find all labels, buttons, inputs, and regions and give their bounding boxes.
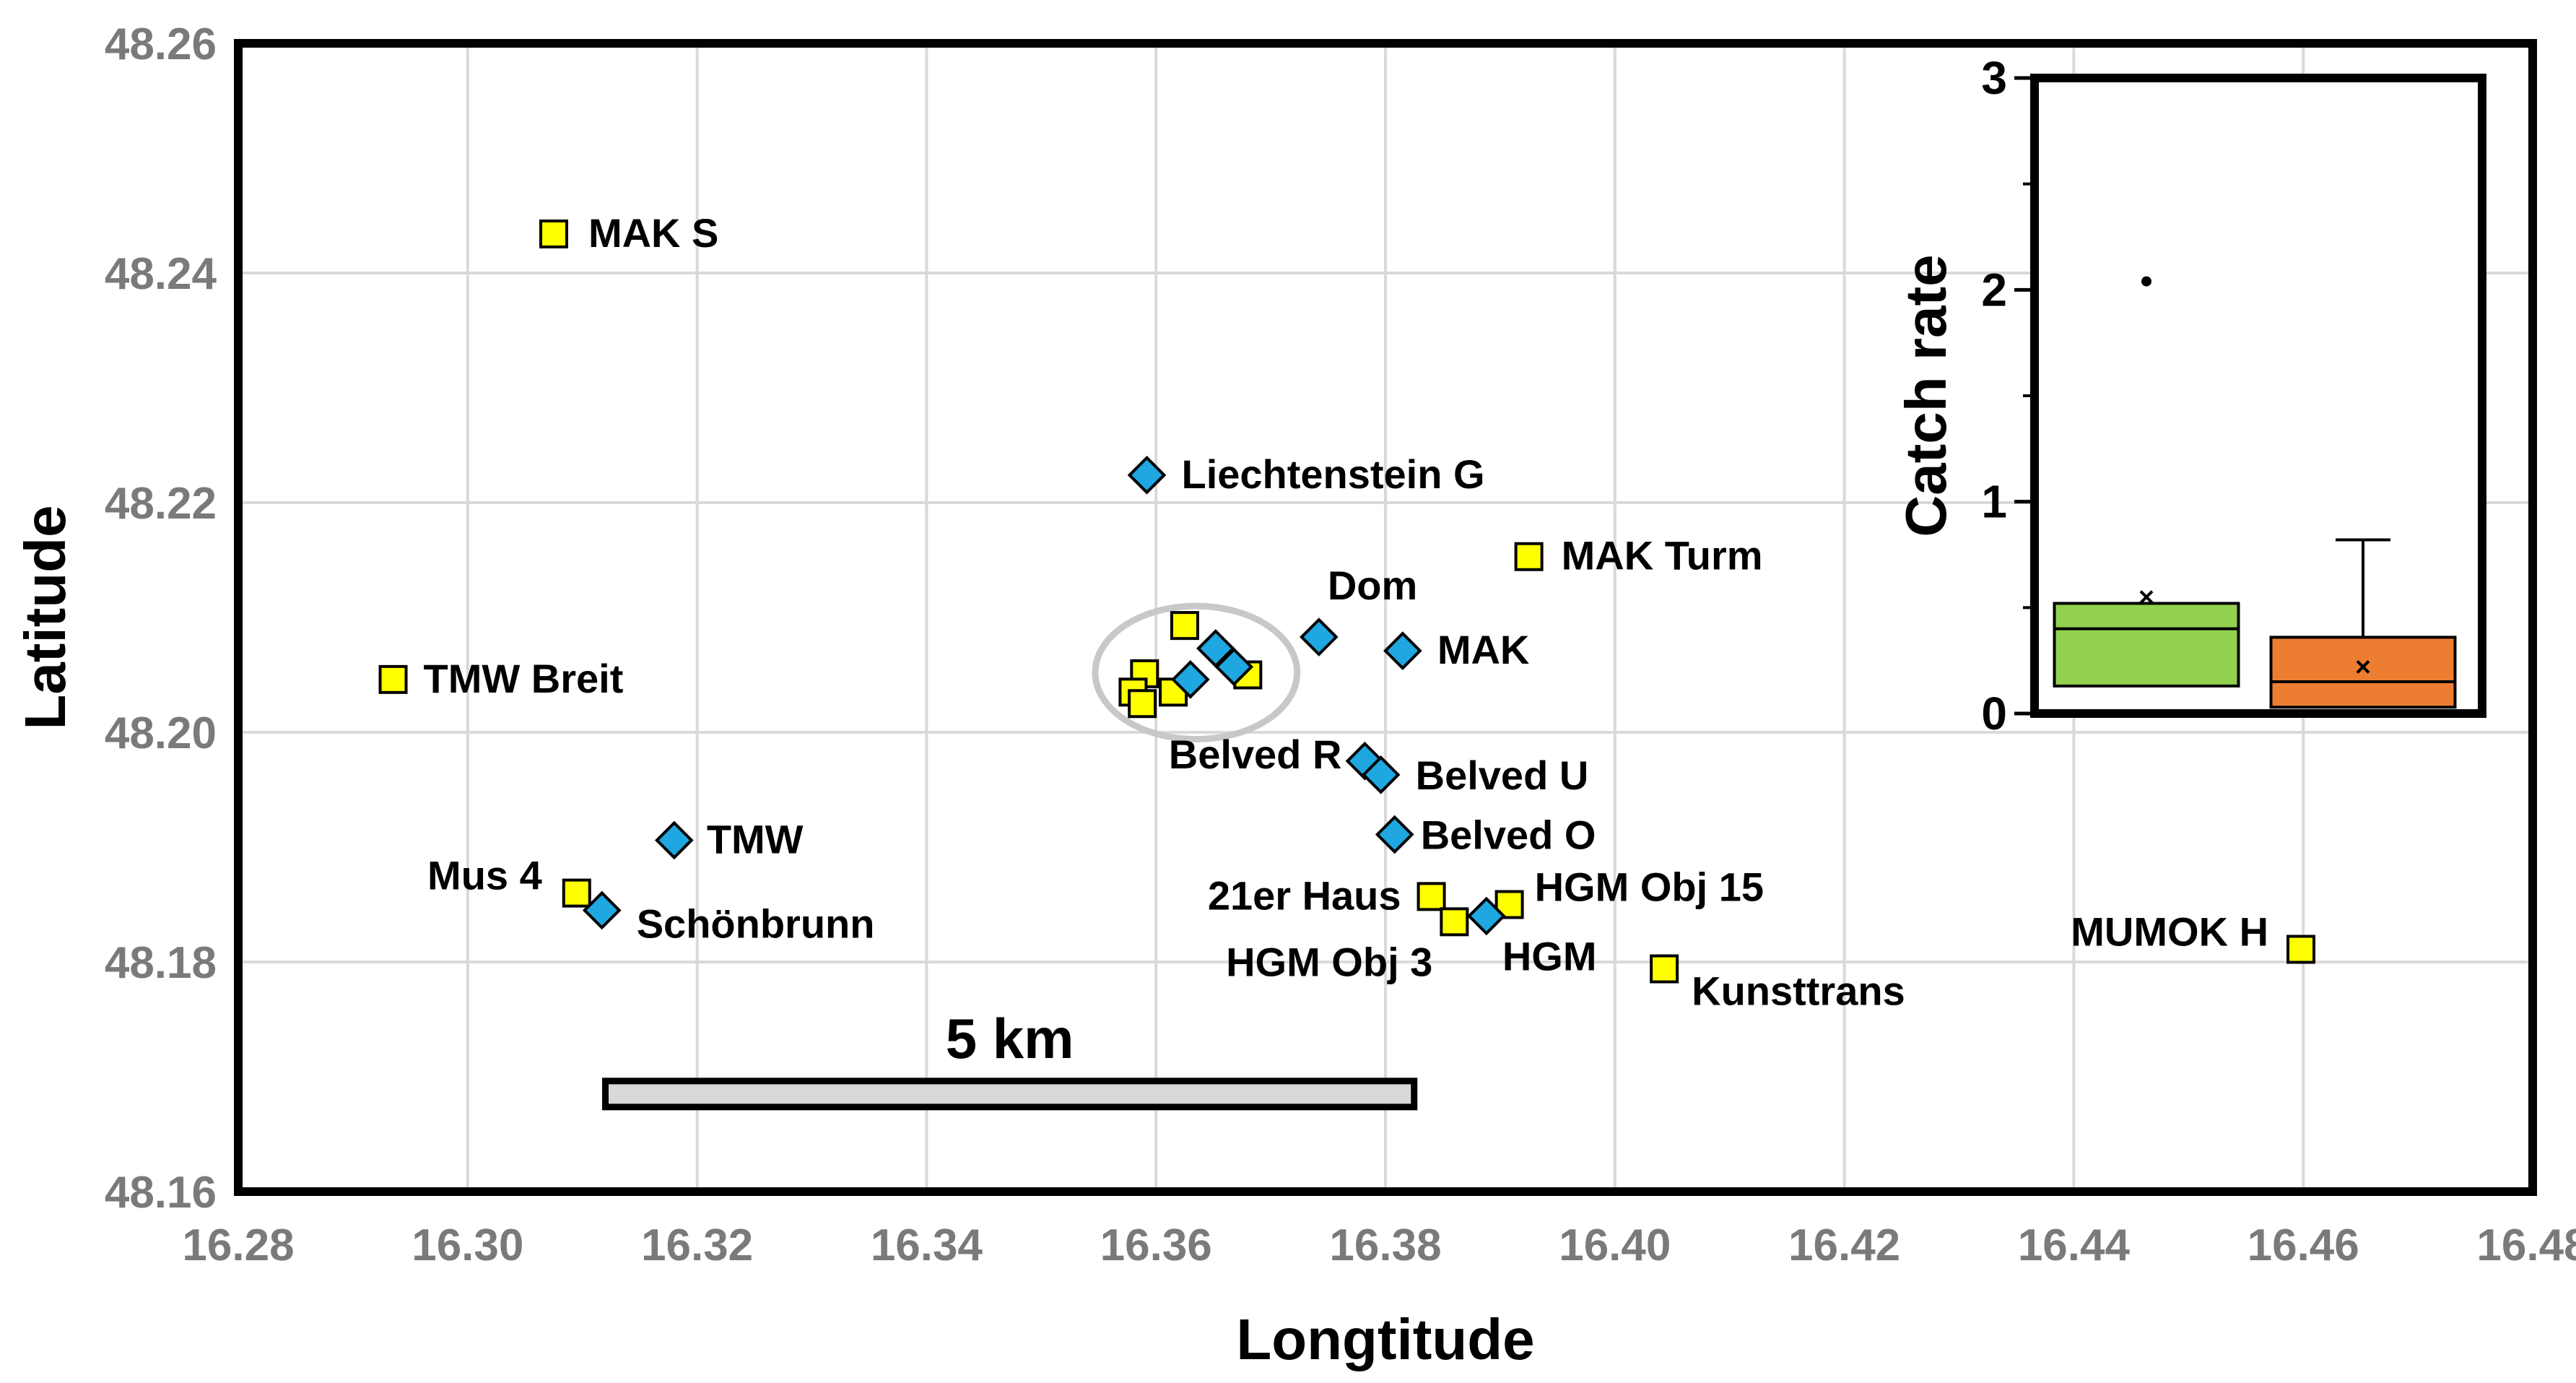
y-tick-label: 48.16 [105, 1168, 217, 1218]
y-tick-label: 48.20 [105, 708, 217, 758]
annotations: 5 km [601, 602, 1418, 1111]
blue-diamond-point [1383, 631, 1422, 670]
point-label: HGM [1502, 933, 1597, 979]
point-labels: MAK S TMW Breit MAK Turm Mus 4 21er Haus HGM … [424, 210, 2269, 1014]
inset-y-axis-label: Catch rate [1894, 254, 1958, 537]
outlier-point [2141, 276, 2151, 287]
point-label: Mus 4 [427, 853, 542, 898]
scale-bar [601, 1078, 1418, 1111]
x-axis-label: Longtitude [1236, 1307, 1534, 1371]
yellow-square-point [1514, 542, 1544, 571]
x-tick-label: 16.30 [412, 1221, 523, 1270]
yellow-square-point [378, 664, 408, 694]
point-label: HGM Obj 3 [1226, 939, 1432, 984]
blue-diamond-point [1127, 456, 1167, 495]
point-label: Liechtenstein G [1181, 451, 1484, 497]
x-tick-labels: 16.28 16.30 16.32 16.34 16.36 16.38 16.40 16.42… [182, 1221, 2576, 1270]
yellow-square-point [562, 878, 591, 908]
blue-diamond-point [1171, 660, 1210, 699]
point-label: Belved R [1169, 732, 1342, 777]
blue-diamond-point [1375, 815, 1414, 854]
yellow-square-point [2286, 935, 2316, 964]
yellow-square-point [1170, 611, 1199, 641]
yellow-square-point [1440, 907, 1469, 937]
x-tick-label: 16.32 [641, 1221, 753, 1270]
point-label: Schönbrunn [637, 901, 875, 946]
x-tick-label: 16.36 [1100, 1221, 1212, 1270]
point-label: Belved U [1416, 753, 1589, 798]
yellow-square-point [1128, 689, 1157, 719]
inset-tick-label: 3 [1981, 52, 2007, 104]
scale-bar-label: 5 km [946, 1007, 1074, 1070]
point-label: 21er Haus [1208, 872, 1401, 918]
point-label: Dom [1328, 563, 1417, 608]
data-points [378, 219, 2316, 984]
cluster-ellipse [1092, 602, 1301, 743]
x-tick-label: 16.34 [871, 1221, 983, 1270]
y-axis-label: Latitude [13, 505, 77, 729]
y-tick-label: 48.18 [105, 938, 217, 988]
y-tick-labels: 48.16 48.18 48.20 48.22 48.24 48.26 [105, 19, 217, 1218]
x-tick-label: 16.44 [2018, 1221, 2131, 1270]
point-label: Belved O [1421, 812, 1596, 858]
blue-diamond-point [582, 890, 622, 930]
blue-diamond-point [1300, 617, 1339, 656]
point-label: MAK [1437, 627, 1530, 672]
box-orange [2269, 636, 2457, 709]
box-green [2053, 602, 2240, 688]
mean-marker [2356, 660, 2370, 674]
mean-marker [2139, 590, 2154, 604]
blue-diamond-point [1196, 629, 1235, 668]
point-label: TMW Breit [424, 656, 624, 701]
point-label: MAK Turm [1562, 533, 1763, 578]
inset-tick-label: 0 [1981, 688, 2007, 740]
point-label: HGM Obj 15 [1535, 864, 1764, 910]
point-label: Kunsttrans [1692, 968, 1905, 1014]
y-tick-label: 48.24 [105, 249, 217, 299]
blue-diamond-point [1467, 896, 1506, 936]
point-label: TMW [707, 816, 804, 862]
y-tick-label: 48.22 [105, 479, 217, 529]
blue-diamond-point [654, 820, 694, 860]
inset-tick-label: 2 [1981, 264, 2007, 316]
point-label: MAK S [588, 210, 718, 256]
yellow-square-point [1417, 882, 1446, 911]
blue-diamond-point [1361, 755, 1401, 794]
x-tick-label: 16.40 [1559, 1221, 1671, 1270]
x-tick-label: 16.28 [182, 1221, 294, 1270]
blue-diamond-point [1214, 647, 1254, 687]
x-tick-label: 16.46 [2248, 1221, 2359, 1270]
x-tick-label: 16.38 [1329, 1221, 1441, 1270]
inset-tick-label: 1 [1981, 476, 2007, 528]
x-tick-label: 16.48 [2476, 1221, 2576, 1270]
point-label: MUMOK H [2071, 909, 2268, 955]
y-tick-label: 48.26 [105, 19, 217, 69]
inset-boxplot: 0 1 2 3 Catch rate [1894, 52, 2486, 740]
x-tick-label: 16.42 [1788, 1221, 1900, 1270]
yellow-square-point [1650, 954, 1679, 984]
yellow-square-point [539, 219, 568, 248]
plot-frame [234, 39, 2537, 1196]
